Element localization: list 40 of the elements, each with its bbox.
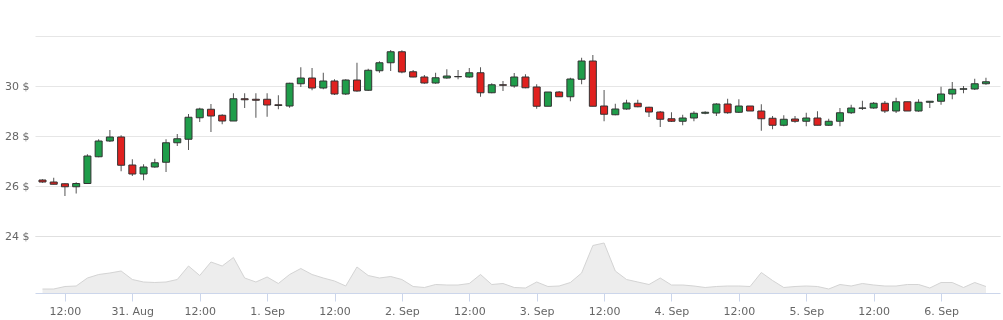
x-tick-label: 12:00: [588, 304, 621, 318]
candlestick: [206, 103, 215, 133]
x-tick-label: 3. Sep: [519, 304, 555, 318]
x-tick-label: 12:00: [858, 304, 890, 318]
candlestick: [296, 66, 305, 88]
candlestick: [937, 86, 946, 106]
candlestick: [162, 138, 171, 173]
y-tick-label: 30 $: [5, 79, 30, 93]
candlestick: [498, 80, 507, 92]
candlestick: [60, 183, 69, 197]
x-tick-label: 12:00: [184, 304, 217, 318]
candlestick: [352, 62, 361, 93]
x-tick-label: 12:00: [319, 304, 351, 318]
y-tick-label: 26 $: [5, 179, 30, 193]
x-tick-label: 12:00: [723, 304, 756, 318]
x-tick-label: 2. Sep: [385, 304, 420, 318]
candlestick: [476, 66, 485, 98]
candlestick: [184, 113, 193, 151]
x-tick-label: 12:00: [49, 304, 82, 318]
candlestick: [577, 57, 586, 85]
candlestick: [532, 83, 541, 110]
candlestick: [835, 107, 844, 127]
candlestick: [600, 89, 609, 122]
x-tick-label: 4. Sep: [654, 304, 690, 318]
x-tick-label: 5. Sep: [789, 304, 825, 318]
candlestick: [263, 92, 272, 118]
x-tick-label: 1. Sep: [250, 304, 285, 318]
candlestick: [757, 103, 766, 132]
candlestick: [229, 92, 238, 122]
candlestick: [251, 92, 260, 119]
y-tick-label: 24 $: [5, 229, 30, 243]
candlestick: [105, 129, 114, 143]
candlestick: [308, 67, 317, 91]
candlestick: [285, 82, 294, 109]
x-tick-label: 12:00: [453, 304, 486, 318]
candlestick: [386, 49, 395, 72]
x-tick-label: 6. Sep: [924, 304, 959, 318]
x-tick-label: 31. Aug: [111, 304, 155, 318]
y-tick-label: 28 $: [5, 129, 30, 143]
candlestick: [981, 77, 990, 86]
